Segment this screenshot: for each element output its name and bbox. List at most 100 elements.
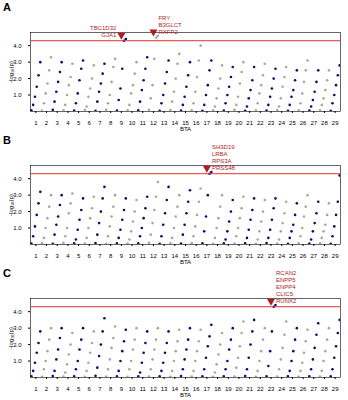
svg-text:ENPP5: ENPP5 xyxy=(276,277,296,283)
svg-text:16: 16 xyxy=(193,253,200,259)
svg-text:4: 4 xyxy=(66,120,70,126)
svg-text:22: 22 xyxy=(257,253,264,259)
svg-text:23: 23 xyxy=(268,120,275,126)
svg-text:24: 24 xyxy=(278,120,285,126)
svg-text:29: 29 xyxy=(332,253,339,259)
svg-text:11: 11 xyxy=(140,120,147,126)
svg-text:FRY: FRY xyxy=(158,15,170,21)
svg-text:27: 27 xyxy=(310,386,317,392)
svg-text:18: 18 xyxy=(214,386,221,392)
svg-text:25: 25 xyxy=(289,253,296,259)
svg-text:3: 3 xyxy=(56,386,60,392)
svg-text:3: 3 xyxy=(56,120,60,126)
svg-text:21: 21 xyxy=(246,253,253,259)
svg-text:17: 17 xyxy=(204,253,211,259)
svg-text:RXFP2: RXFP2 xyxy=(158,29,178,35)
svg-text:7: 7 xyxy=(98,386,102,392)
svg-text:4.0: 4.0 xyxy=(13,176,22,182)
svg-text:1: 1 xyxy=(34,253,38,259)
svg-text:10: 10 xyxy=(129,120,136,126)
svg-text:17: 17 xyxy=(204,120,211,126)
svg-text:22: 22 xyxy=(257,386,264,392)
svg-text:26: 26 xyxy=(300,120,307,126)
svg-text:13: 13 xyxy=(161,253,168,259)
svg-text:20: 20 xyxy=(236,253,243,259)
svg-text:12: 12 xyxy=(150,120,157,126)
svg-text:GJA1: GJA1 xyxy=(101,32,117,38)
svg-text:8: 8 xyxy=(109,386,113,392)
svg-text:21: 21 xyxy=(246,386,253,392)
svg-text:TBC1D32: TBC1D32 xyxy=(90,25,117,31)
svg-text:CLIC5: CLIC5 xyxy=(276,291,294,297)
svg-text:1: 1 xyxy=(34,386,38,392)
svg-text:5: 5 xyxy=(77,253,81,259)
svg-text:26: 26 xyxy=(300,253,307,259)
svg-text:BTA: BTA xyxy=(180,392,191,398)
svg-text:RPS3A: RPS3A xyxy=(212,158,232,164)
svg-text:29: 29 xyxy=(332,386,339,392)
svg-text:2: 2 xyxy=(45,386,49,392)
svg-text:9: 9 xyxy=(120,386,124,392)
svg-text:13: 13 xyxy=(161,386,168,392)
svg-text:3.0: 3.0 xyxy=(13,325,22,331)
svg-text:22: 22 xyxy=(257,120,264,126)
svg-text:26: 26 xyxy=(300,386,307,392)
svg-text:27: 27 xyxy=(310,120,317,126)
svg-text:10: 10 xyxy=(129,253,136,259)
svg-text:25: 25 xyxy=(289,386,296,392)
svg-text:24: 24 xyxy=(278,386,285,392)
svg-text:2: 2 xyxy=(45,120,49,126)
svg-text:7: 7 xyxy=(98,120,102,126)
svg-text:14: 14 xyxy=(171,120,178,126)
svg-text:16: 16 xyxy=(193,120,200,126)
svg-text:5: 5 xyxy=(77,120,81,126)
svg-text:20: 20 xyxy=(236,120,243,126)
svg-text:3: 3 xyxy=(56,253,60,259)
svg-text:4.0: 4.0 xyxy=(13,309,22,315)
svg-text:4: 4 xyxy=(66,386,70,392)
svg-text:6: 6 xyxy=(88,120,92,126)
svg-text:-log₁₀(p): -log₁₀(p) xyxy=(8,194,14,216)
svg-text:23: 23 xyxy=(268,386,275,392)
svg-text:12: 12 xyxy=(150,253,157,259)
svg-text:13: 13 xyxy=(161,120,168,126)
svg-text:11: 11 xyxy=(140,253,147,259)
svg-text:16: 16 xyxy=(193,386,200,392)
svg-text:1: 1 xyxy=(34,120,38,126)
svg-text:2: 2 xyxy=(45,253,49,259)
svg-text:12: 12 xyxy=(150,386,157,392)
svg-text:LRBA: LRBA xyxy=(212,151,228,157)
svg-text:4.0: 4.0 xyxy=(13,43,22,49)
svg-text:1.0: 1.0 xyxy=(13,225,22,231)
svg-text:17: 17 xyxy=(204,386,211,392)
svg-text:-log₁₀(p): -log₁₀(p) xyxy=(8,327,14,349)
svg-text:2.0: 2.0 xyxy=(13,342,22,348)
svg-text:23: 23 xyxy=(268,253,275,259)
svg-text:19: 19 xyxy=(225,253,232,259)
svg-text:28: 28 xyxy=(321,386,328,392)
svg-text:11: 11 xyxy=(140,386,147,392)
svg-text:3.0: 3.0 xyxy=(13,192,22,198)
svg-text:BTA: BTA xyxy=(180,259,191,265)
svg-text:19: 19 xyxy=(225,120,232,126)
svg-text:ENPP4: ENPP4 xyxy=(276,284,296,290)
svg-text:2.0: 2.0 xyxy=(13,76,22,82)
svg-text:14: 14 xyxy=(171,386,178,392)
svg-text:1.0: 1.0 xyxy=(13,92,22,98)
svg-text:10: 10 xyxy=(129,386,136,392)
svg-text:21: 21 xyxy=(246,120,253,126)
svg-text:19: 19 xyxy=(225,386,232,392)
svg-text:8: 8 xyxy=(109,120,113,126)
svg-text:14: 14 xyxy=(171,253,178,259)
svg-text:PRSS48: PRSS48 xyxy=(212,165,236,171)
svg-text:4: 4 xyxy=(66,253,70,259)
svg-text:5: 5 xyxy=(77,386,81,392)
svg-text:B3GLCT: B3GLCT xyxy=(158,22,182,28)
svg-text:BTA: BTA xyxy=(180,126,191,132)
svg-text:SH3D19: SH3D19 xyxy=(212,144,235,150)
svg-text:RUNX2: RUNX2 xyxy=(276,298,297,304)
svg-text:1.0: 1.0 xyxy=(13,358,22,364)
svg-text:25: 25 xyxy=(289,120,296,126)
svg-text:28: 28 xyxy=(321,120,328,126)
svg-text:RCAN2: RCAN2 xyxy=(276,270,297,276)
